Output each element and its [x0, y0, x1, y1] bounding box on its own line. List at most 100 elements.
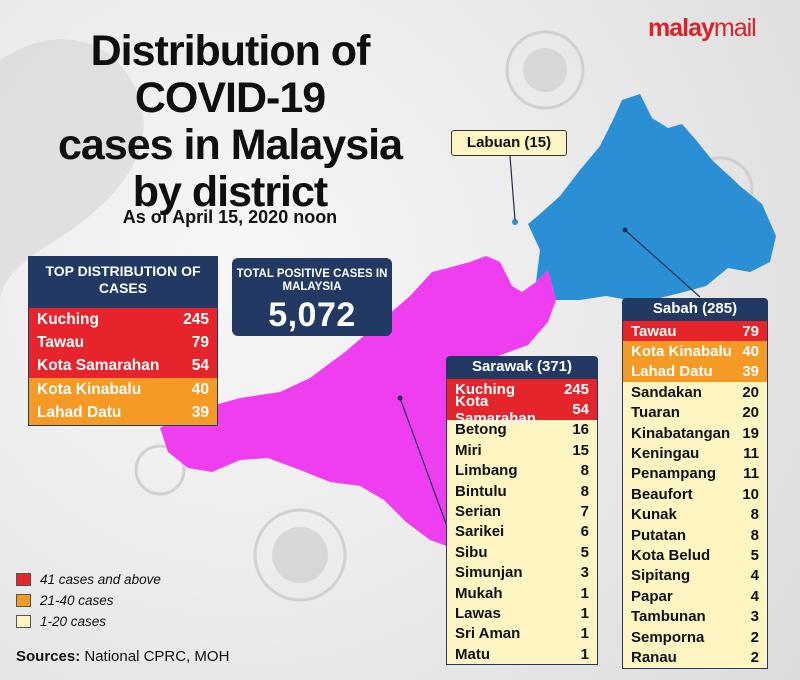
sabah-case-count: 10 — [742, 485, 759, 503]
top-distribution-district-name: Kota Samarahan — [37, 357, 160, 375]
title-line-4: by district — [132, 168, 329, 216]
page-title: Distribution of COVID-19 cases in Malays… — [40, 28, 420, 216]
sabah-district-name: Lahad Datu — [631, 363, 713, 381]
sabah-case-count: 11 — [743, 465, 759, 483]
top-distribution-row: Lahad Datu 39 — [29, 401, 217, 425]
sarawak-case-count: 8 — [580, 462, 589, 480]
sarawak-row: Kuching 245 — [447, 379, 597, 400]
title-line-2: COVID-19 — [134, 74, 326, 122]
top-distribution-case-count: 54 — [191, 357, 209, 375]
sarawak-region — [160, 256, 556, 548]
sarawak-row: Kota Samarahan 54 — [447, 393, 597, 427]
legend-item: 41 cases and above — [16, 569, 161, 590]
legend-label: 1-20 cases — [40, 614, 107, 629]
title-line-1: Distribution of — [90, 27, 371, 75]
top-distribution-row: Tawau 79 — [29, 331, 217, 355]
sarawak-district-name: Kota Samarahan — [455, 392, 536, 427]
sabah-row: Beaufort 10 — [623, 484, 767, 505]
sabah-row: Papar 4 — [623, 586, 767, 607]
top-distribution-box: TOP DISTRIBUTION OF CASES Kuching 245 Tawa… — [28, 256, 218, 426]
labuan-leader-line — [509, 155, 516, 221]
total-cases-value: 5,072 — [268, 296, 356, 334]
labuan-island — [512, 219, 518, 225]
sabah-case-count: 19 — [742, 424, 759, 442]
sabah-district-name: Semporna — [631, 628, 705, 646]
sabah-district-name: Beaufort — [631, 485, 693, 503]
sabah-case-count: 11 — [743, 445, 759, 463]
sarawak-case-count: 5 — [580, 543, 589, 561]
sabah-case-count: 79 — [742, 322, 759, 340]
sabah-case-count: 2 — [750, 628, 759, 646]
legend-label: 21-40 cases — [40, 593, 114, 608]
sarawak-row: Simunjan 3 — [447, 562, 597, 583]
legend: 41 cases and above 21-40 cases 1-20 cases — [16, 569, 161, 632]
sabah-district-name: Tuaran — [631, 404, 680, 422]
sarawak-row: Limbang 8 — [447, 460, 597, 481]
sarawak-district-name: Sarikei — [455, 523, 505, 541]
sabah-district-name: Tawau — [631, 322, 677, 340]
sabah-district-name: Papar — [631, 587, 673, 605]
malaymail-logo[interactable]: malaymail — [648, 14, 757, 43]
sarawak-row: Betong 16 — [447, 419, 597, 441]
labuan-callout: Labuan (15) — [451, 130, 567, 156]
sabah-list: Tawau 79 Kota Kinabalu 40 Lahad Datu 39 Sandak… — [622, 320, 768, 669]
sarawak-case-count: 1 — [580, 625, 589, 643]
sarawak-case-count: 245 — [563, 380, 589, 398]
sabah-leader-line — [624, 229, 701, 298]
sarawak-row: Matu 1 — [447, 644, 597, 665]
sabah-row: Keningau 11 — [623, 443, 767, 464]
sarawak-row: Sarikei 6 — [447, 521, 597, 543]
sarawak-row: Sibu 5 — [447, 542, 597, 563]
sabah-row: Kunak 8 — [623, 504, 767, 525]
sabah-case-count: 20 — [742, 404, 759, 422]
top-distribution-case-count: 40 — [191, 380, 209, 398]
sabah-row: Semporna 2 — [623, 626, 767, 648]
legend-swatch — [16, 615, 31, 628]
sabah-district-name: Sipitang — [631, 567, 691, 585]
sources-note: Sources: National CPRC, MOH — [16, 648, 229, 665]
sabah-district-name: Penampang — [631, 465, 717, 483]
sources-label: Sources: — [16, 648, 81, 665]
sarawak-district-name: Serian — [455, 503, 501, 521]
sarawak-district-name: Kuching — [455, 380, 515, 398]
sabah-row: Sandakan 20 — [623, 382, 767, 403]
top-distribution-title: TOP DISTRIBUTION OF CASES — [28, 256, 218, 307]
sarawak-row: Serian 7 — [447, 501, 597, 522]
sarawak-district-name: Mukah — [455, 584, 503, 602]
sources-text: National CPRC, MOH — [84, 648, 230, 665]
sarawak-leader-line — [399, 397, 453, 541]
sabah-row: Kinabatangan 19 — [623, 422, 767, 444]
sabah-district-name: Sandakan — [631, 383, 702, 401]
sabah-case-count: 40 — [742, 343, 759, 361]
sarawak-district-name: Miri — [455, 441, 482, 459]
top-distribution-district-name: Lahad Datu — [37, 404, 122, 422]
sabah-row: Penampang 11 — [623, 463, 767, 485]
sabah-district-name: Kota Belud — [631, 546, 711, 564]
legend-swatch — [16, 594, 31, 607]
logo-text-malay: malay — [648, 14, 715, 42]
sarawak-row: Sri Aman 1 — [447, 623, 597, 645]
subtitle-date: As of April 15, 2020 noon — [122, 207, 338, 227]
total-cases-label: TOTAL POSITIVE CASES IN MALAYSIA — [236, 268, 388, 293]
top-distribution-district-name: Kota Kinabalu — [37, 380, 142, 398]
sarawak-district-name: Matu — [455, 645, 490, 663]
sarawak-case-count: 1 — [580, 604, 589, 622]
sarawak-district-name: Limbang — [455, 462, 518, 480]
sarawak-district-name: Simunjan — [455, 564, 523, 582]
legend-label: 41 cases and above — [40, 572, 161, 587]
legend-item: 1-20 cases — [16, 611, 161, 632]
sabah-case-count: 4 — [750, 587, 759, 605]
top-distribution-district-name: Kuching — [37, 310, 99, 328]
sarawak-district-name: Lawas — [455, 604, 501, 622]
title-line-3: cases in Malaysia — [58, 121, 403, 169]
top-distribution-row: Kuching 245 — [29, 308, 217, 332]
sabah-row: Tawau 79 — [623, 321, 767, 342]
sarawak-list: Kuching 245 Kota Samarahan 54 Betong 16 Miri 15… — [446, 378, 598, 666]
sarawak-case-count: 1 — [580, 645, 589, 663]
sarawak-case-count: 15 — [572, 441, 589, 459]
sarawak-title: Sarawak (371) — [446, 356, 598, 378]
sabah-row: Sipitang 4 — [623, 565, 767, 587]
sabah-case-count: 20 — [742, 383, 759, 401]
sarawak-district-name: Sri Aman — [455, 625, 521, 643]
sabah-district-name: Kunak — [631, 506, 677, 524]
